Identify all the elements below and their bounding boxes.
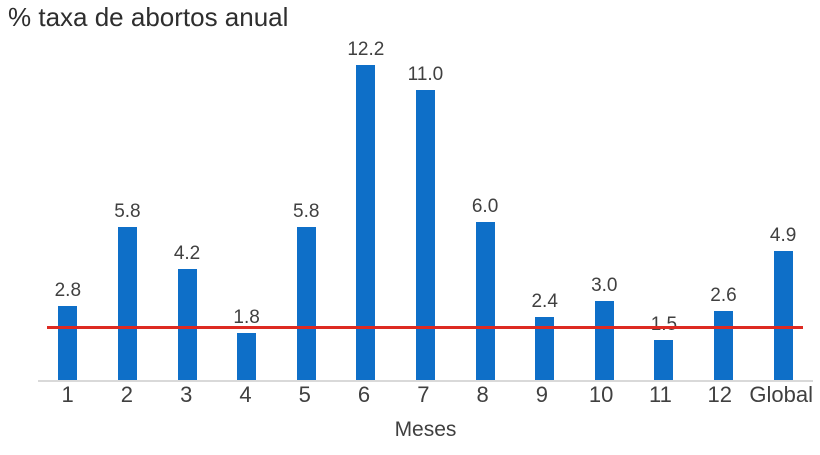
bar-slot: 1.8 — [217, 40, 277, 380]
bar — [237, 333, 257, 380]
x-tick-label: 5 — [298, 382, 311, 407]
bar — [58, 306, 78, 380]
bar — [654, 340, 674, 380]
x-tick-label: 1 — [61, 382, 74, 407]
bar-value-label: 11.0 — [407, 64, 444, 85]
x-tick-label: 4 — [239, 382, 252, 407]
bar-value-label: 1.5 — [650, 314, 678, 335]
bar-value-label: 5.8 — [293, 201, 320, 222]
bar — [356, 65, 376, 380]
x-tick-label: Global — [749, 382, 813, 407]
bar — [535, 317, 555, 380]
bar-slot: 4.2 — [157, 40, 217, 380]
x-tick-label: 12 — [707, 382, 732, 407]
x-tick-label: 11 — [649, 382, 672, 407]
bar-slot: 2.8 — [38, 40, 98, 380]
bar-slot: 2.4 — [515, 40, 575, 380]
x-tick-label: 3 — [180, 382, 193, 407]
bar-slot: 2.6 — [694, 40, 754, 380]
x-tick-label: 8 — [476, 382, 489, 407]
plot-area: 2.8 5.8 4.2 1.8 5.8 12.2 11.0 6.0 2.4 3.0 1.5 2.6 4.… — [38, 40, 813, 382]
bars-container: 2.8 5.8 4.2 1.8 5.8 12.2 11.0 6.0 2.4 3.0 1.5 2.6 4.… — [38, 40, 813, 380]
x-tick-label: 7 — [417, 382, 430, 407]
bar-slot: 4.9 — [753, 40, 813, 380]
bar-slot: 6.0 — [455, 40, 515, 380]
bar-value-label: 2.8 — [54, 280, 82, 301]
x-tick-label: 10 — [588, 382, 614, 407]
bar-value-label: 2.4 — [531, 291, 558, 312]
bar — [475, 222, 495, 380]
bar-slot: 5.8 — [276, 40, 336, 380]
bar-value-label: 4.2 — [173, 243, 201, 264]
bar-slot: 3.0 — [574, 40, 634, 380]
x-tick-label: 6 — [357, 382, 371, 407]
x-axis-title: Meses — [394, 418, 457, 441]
bar-value-label: 6.0 — [471, 196, 499, 217]
bar-slot: 1.5 — [634, 40, 694, 380]
bar — [594, 301, 614, 380]
chart-title: % taxa de abortos anual — [8, 2, 289, 32]
bar-value-label: 5.8 — [114, 201, 141, 222]
x-tick-label: 2 — [120, 382, 134, 407]
bar-value-label: 3.0 — [591, 275, 618, 296]
bar — [714, 311, 733, 380]
bar — [296, 227, 316, 380]
x-tick-label: 9 — [535, 382, 549, 407]
bar-slot: 5.8 — [98, 40, 158, 380]
bar-value-label: 12.2 — [347, 39, 385, 60]
bar — [177, 269, 197, 380]
reference-line — [47, 326, 803, 329]
bar — [117, 227, 137, 380]
bar — [773, 251, 793, 380]
x-axis-tick-labels: 1 2 3 4 5 6 7 8 9 10 11 12 Global — [38, 384, 813, 406]
bar-slot: 11.0 — [396, 40, 456, 380]
bar-value-label: 2.6 — [710, 285, 737, 306]
bar-value-label: 4.9 — [769, 225, 797, 246]
bar-value-label: 1.8 — [233, 307, 260, 328]
bar-slot: 12.2 — [336, 40, 396, 380]
bar — [415, 90, 435, 380]
